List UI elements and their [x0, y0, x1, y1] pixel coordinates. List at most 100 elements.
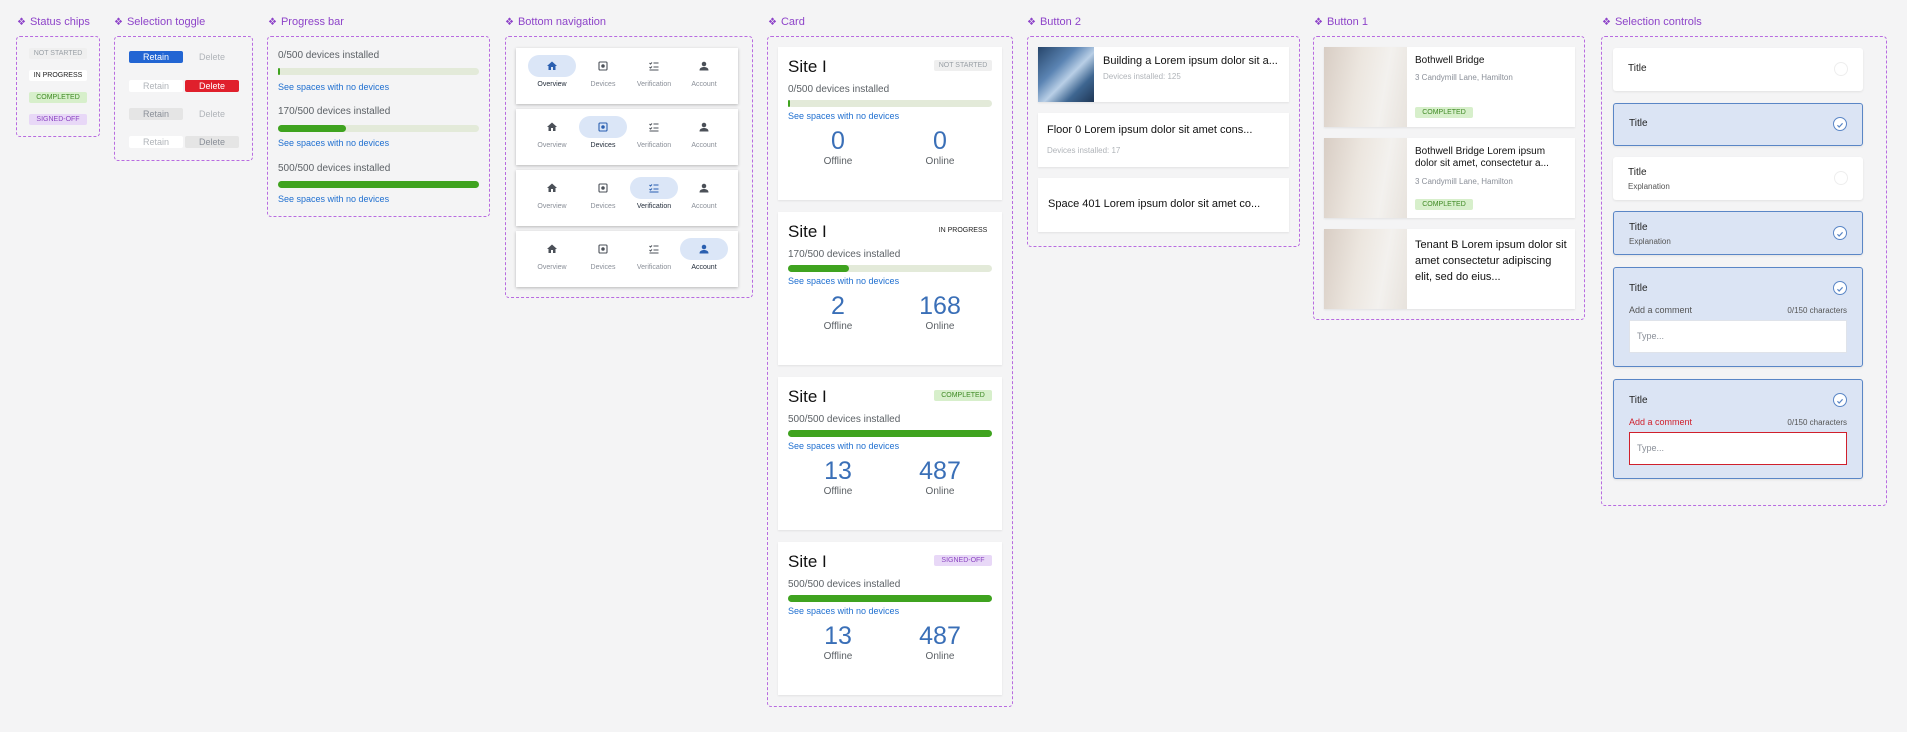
selection-item[interactable]: Title Explanation — [1613, 157, 1863, 200]
devices-installed: 170/500 devices installed — [788, 249, 901, 260]
nav-item-account[interactable]: Account — [679, 177, 729, 219]
see-spaces-link[interactable]: See spaces with no devices — [788, 111, 900, 121]
comment-input[interactable]: Type... — [1629, 320, 1847, 353]
nav-item-verification[interactable]: Verification — [629, 238, 679, 280]
site-thumbnail — [1324, 138, 1407, 218]
nav-item-overview[interactable]: Overview — [527, 177, 577, 219]
device-icon — [579, 116, 627, 138]
button2-title: Space 401 Lorem ipsum dolor sit amet co.… — [1048, 198, 1261, 210]
button1-title: Bothwell Bridge Lorem ipsum dolor sit am… — [1415, 146, 1549, 169]
selection-item-selected[interactable]: Title Explanation — [1613, 211, 1863, 255]
char-count: 0/150 characters — [1787, 418, 1847, 427]
site-card[interactable]: Site I SIGNED-OFF 500/500 devices installe… — [778, 542, 1002, 695]
add-comment-label: Add a comment — [1629, 305, 1693, 315]
online-label: Online — [925, 651, 955, 662]
comment-input-error[interactable]: Type... — [1629, 432, 1847, 465]
selection-item-with-comment-error[interactable]: Title Add a comment 0/150 characters Typ… — [1613, 379, 1863, 479]
char-count: 0/150 characters — [1787, 306, 1847, 315]
selection-title: Title — [1629, 395, 1648, 406]
component-icon: ❖ — [268, 17, 277, 28]
site-thumbnail — [1324, 47, 1407, 127]
button1-item[interactable]: Tenant B Lorem ipsum dolor sit amet cons… — [1324, 229, 1575, 309]
component-icon: ❖ — [768, 17, 777, 28]
bottom-nav-account-active: Overview Devices Verification Account — [516, 231, 738, 287]
progress-label: 500/500 devices installed — [278, 163, 391, 174]
check-circle-icon[interactable] — [1833, 117, 1847, 131]
nav-item-label: Devices — [590, 81, 616, 88]
nav-item-devices[interactable]: Devices — [578, 238, 628, 280]
nav-item-label: Account — [691, 142, 717, 149]
check-circle-icon[interactable] — [1833, 281, 1847, 295]
nav-item-devices[interactable]: Devices — [578, 177, 628, 219]
devices-installed: 500/500 devices installed — [788, 579, 901, 590]
selection-item-selected[interactable]: Title — [1613, 103, 1863, 146]
bottom-nav-overview-active: Overview Devices Verification Account — [516, 48, 738, 104]
component-icon: ❖ — [114, 17, 123, 28]
site-card[interactable]: Site I NOT STARTED 0/500 devices installed… — [778, 47, 1002, 200]
selection-toggle-frame: Retain Delete Retain Delete Retain Delet… — [114, 36, 253, 161]
delete-toggle-selected[interactable]: Delete — [185, 80, 239, 92]
nav-item-overview[interactable]: Overview — [527, 238, 577, 280]
selection-item-with-comment[interactable]: Title Add a comment 0/150 characters Typ… — [1613, 267, 1863, 367]
nav-item-verification[interactable]: Verification — [629, 177, 679, 219]
see-spaces-link[interactable]: See spaces with no devices — [278, 138, 390, 148]
check-circle-icon[interactable] — [1833, 226, 1847, 240]
site-name: Site I — [788, 387, 827, 406]
section-title-button1: ❖ Button 1 — [1314, 16, 1368, 28]
site-card[interactable]: Site I IN PROGRESS 170/500 devices install… — [778, 212, 1002, 365]
nav-item-label: Account — [691, 81, 717, 88]
add-comment-label-error: Add a comment — [1629, 417, 1693, 427]
button2-item[interactable]: Building a Lorem ipsum dolor sit a... De… — [1038, 47, 1289, 102]
retain-toggle[interactable]: Retain — [129, 80, 183, 92]
nav-item-overview[interactable]: Overview — [527, 55, 577, 97]
nav-item-devices[interactable]: Devices — [578, 55, 628, 97]
nav-item-devices[interactable]: Devices — [578, 116, 628, 158]
nav-item-label: Overview — [537, 264, 567, 271]
nav-item-label: Verification — [636, 81, 672, 88]
offline-count: 13 — [824, 622, 852, 650]
progress-bar-fill — [278, 68, 280, 75]
selection-title: Title — [1629, 118, 1648, 129]
devices-installed: 0/500 devices installed — [788, 84, 890, 95]
nav-item-account[interactable]: Account — [679, 116, 729, 158]
nav-item-overview[interactable]: Overview — [527, 116, 577, 158]
chip-completed: COMPLETED — [1415, 199, 1473, 210]
home-icon — [528, 55, 576, 77]
person-icon — [680, 55, 728, 77]
section-title-progress-bar: ❖ Progress bar — [268, 16, 344, 28]
see-spaces-link[interactable]: See spaces with no devices — [788, 276, 900, 286]
nav-item-account[interactable]: Account — [679, 238, 729, 280]
retain-toggle-selected[interactable]: Retain — [129, 51, 183, 63]
chip-signed-off: SIGNED-OFF — [29, 114, 87, 125]
delete-toggle[interactable]: Delete — [198, 52, 225, 62]
see-spaces-link[interactable]: See spaces with no devices — [788, 441, 900, 451]
site-card[interactable]: Site I COMPLETED 500/500 devices installed… — [778, 377, 1002, 530]
nav-item-verification[interactable]: Verification — [629, 116, 679, 158]
check-circle-icon[interactable] — [1833, 393, 1847, 407]
button2-item[interactable]: Space 401 Lorem ipsum dolor sit amet co.… — [1038, 178, 1289, 232]
offline-label: Offline — [823, 651, 853, 662]
progress-bar-fill — [278, 181, 479, 188]
offline-count: 0 — [831, 127, 845, 155]
button2-item[interactable]: Floor 0 Lorem ipsum dolor sit amet cons.… — [1038, 113, 1289, 167]
nav-item-label: Verification — [636, 264, 672, 271]
see-spaces-link[interactable]: See spaces with no devices — [278, 194, 390, 204]
nav-item-label: Devices — [590, 203, 616, 210]
button1-item[interactable]: Bothwell Bridge Lorem ipsum dolor sit am… — [1324, 138, 1575, 218]
online-label: Online — [925, 156, 955, 167]
see-spaces-link[interactable]: See spaces with no devices — [788, 606, 900, 616]
section-title-selection-controls: ❖ Selection controls — [1602, 16, 1702, 28]
button1-item[interactable]: Bothwell Bridge 3 Candymill Lane, Hamilt… — [1324, 47, 1575, 127]
status-chip: NOT STARTED — [934, 60, 992, 71]
radio-unchecked[interactable] — [1834, 62, 1848, 76]
nav-item-label: Devices — [590, 142, 616, 149]
nav-item-account[interactable]: Account — [679, 55, 729, 97]
selection-item[interactable]: Title — [1613, 48, 1863, 91]
status-chip: COMPLETED — [934, 390, 992, 401]
home-icon — [528, 238, 576, 260]
see-spaces-link[interactable]: See spaces with no devices — [278, 82, 390, 92]
status-chip: SIGNED-OFF — [934, 555, 992, 566]
nav-item-verification[interactable]: Verification — [629, 55, 679, 97]
radio-unchecked[interactable] — [1834, 171, 1848, 185]
component-icon: ❖ — [1027, 17, 1036, 28]
